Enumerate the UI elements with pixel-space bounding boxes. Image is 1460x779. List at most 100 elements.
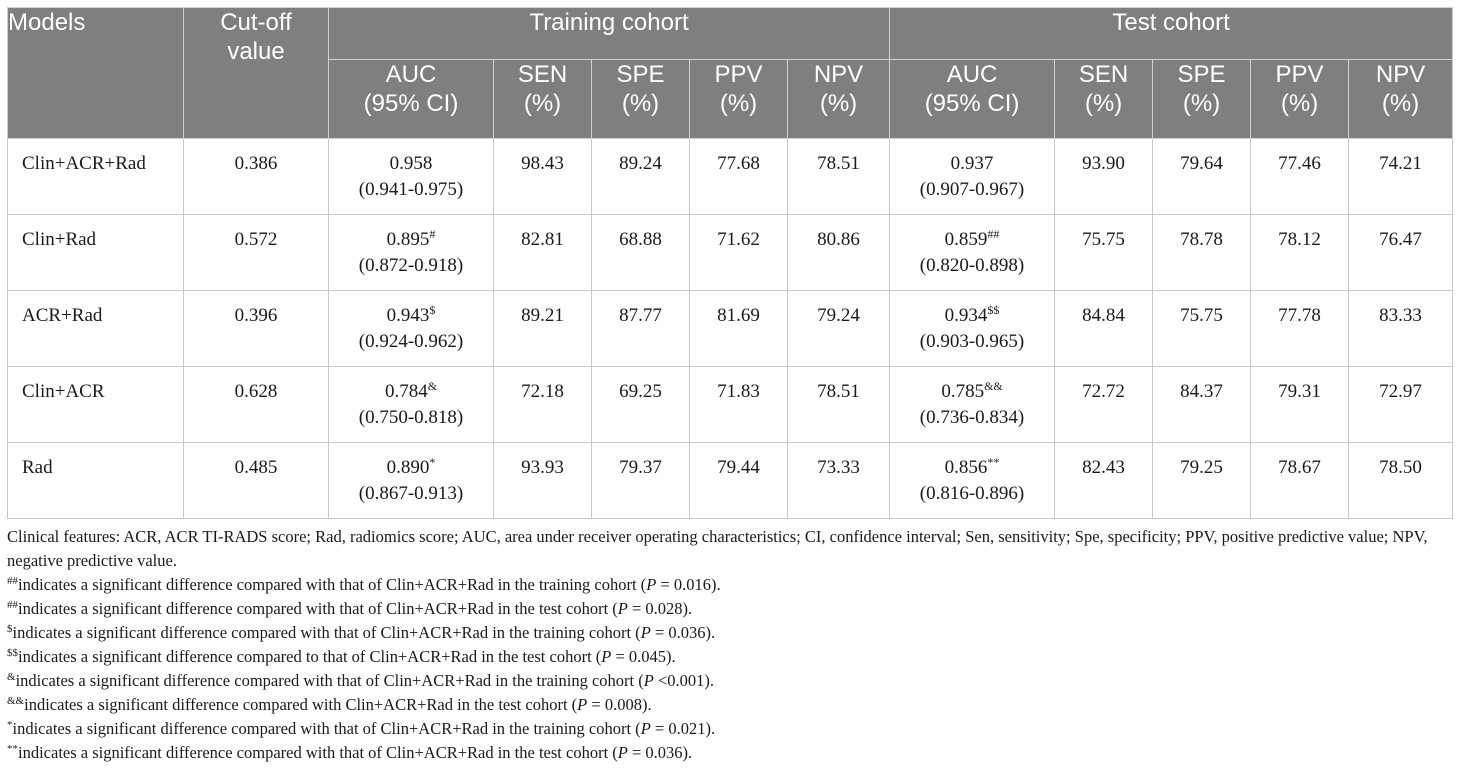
metric-cell: 79.64 [1153,139,1251,215]
pct-label: (%) [1281,90,1318,117]
significance-marker: # [429,227,435,241]
metric-cell: 83.33 [1349,291,1453,367]
metric-cell: 78.51 [788,367,890,443]
pct-label: (%) [720,90,757,117]
footnote-symbol: & [7,671,16,683]
header-train-spe: SPE (%) [592,60,690,139]
header-training-cohort: Training cohort [329,8,890,60]
footnote-text: indicates a significant difference compa… [13,623,641,642]
metric-cell: 68.88 [592,215,690,291]
table-row: Clin+ACR+Rad 0.386 0.958 (0.941-0.975) 98.43… [8,139,1453,215]
table-row: ACR+Rad 0.396 0.943$ (0.924-0.962) 89.21 87.7… [8,291,1453,367]
auc-ci-value: (0.736-0.834) [920,407,1024,428]
p-value-symbol: P [618,599,628,618]
p-value-text: = 0.028). [628,599,692,618]
metric-cell: 71.83 [690,367,788,443]
tr-auc-cell: 0.943$ (0.924-0.962) [329,291,494,367]
tr-auc-cell: 0.784& (0.750-0.818) [329,367,494,443]
header-train-auc: AUC (95% CI) [329,60,494,139]
model-name-cell: Clin+ACR+Rad [8,139,184,215]
p-value-text: = 0.008). [587,695,651,714]
auc-ci-value: (0.820-0.898) [920,255,1024,276]
metric-cell: 81.69 [690,291,788,367]
significance-marker: * [429,455,435,469]
auc-ci-value: (0.903-0.965) [920,331,1024,352]
significance-marker: & [428,379,437,393]
footnote-text: indicates a significant difference compa… [18,599,618,618]
header-test-npv: NPV (%) [1349,60,1453,139]
metric-cell: 98.43 [494,139,592,215]
tr-auc-cell: 0.895# (0.872-0.918) [329,215,494,291]
pct-label: (%) [820,90,857,117]
metric-cell: 89.21 [494,291,592,367]
metric-cell: 74.21 [1349,139,1453,215]
tr-auc-cell: 0.890* (0.867-0.913) [329,443,494,519]
pct-label: (%) [1085,90,1122,117]
header-test-cohort: Test cohort [890,8,1453,60]
te-auc-cell: 0.859## (0.820-0.898) [890,215,1055,291]
spe-label: SPE [1178,61,1226,88]
pct-label: (%) [1382,90,1419,117]
header-cutoff: Cut-off value [184,8,329,139]
spe-label: SPE [616,61,664,88]
header-test-auc: AUC (95% CI) [890,60,1055,139]
footnote: ##indicates a significant difference com… [7,597,1455,621]
metric-cell: 71.62 [690,215,788,291]
metric-cell: 78.51 [788,139,890,215]
table-row: Rad 0.485 0.890* (0.867-0.913) 93.93 79.37 79.… [8,443,1453,519]
header-models: Models [8,8,184,139]
footnote-text: indicates a significant difference compa… [18,575,646,594]
auc-ci-value: (0.816-0.896) [920,483,1024,504]
auc-value: 0.958 [390,153,433,174]
significance-marker: $ [429,303,435,317]
sen-label: SEN [1079,61,1128,88]
metric-cell: 82.81 [494,215,592,291]
auc-label: AUC [386,61,437,88]
p-value-text: = 0.036). [628,743,692,762]
cutoff-cell: 0.386 [184,139,329,215]
p-value-symbol: P [646,575,656,594]
model-name-cell: Clin+Rad [8,215,184,291]
footnote-text: indicates a significant difference compa… [16,671,644,690]
header-train-ppv: PPV (%) [690,60,788,139]
metric-cell: 79.24 [788,291,890,367]
auc-value: 0.937 [951,153,994,174]
auc-value: 0.890 [387,457,430,478]
header-train-sen: SEN (%) [494,60,592,139]
significance-marker: ** [987,455,999,469]
header-row-1: Models Cut-off value Training cohort Test… [8,8,1453,60]
ppv-label: PPV [714,61,762,88]
ci-label: (95% CI) [925,90,1020,117]
sen-label: SEN [518,61,567,88]
table-notes: Clinical features: ACR, ACR TI-RADS scor… [7,525,1455,765]
cutoff-cell: 0.572 [184,215,329,291]
metric-cell: 77.46 [1251,139,1349,215]
results-table: Models Cut-off value Training cohort Test… [7,7,1453,519]
npv-label: NPV [1376,61,1425,88]
metric-cell: 78.78 [1153,215,1251,291]
footnote-symbol: ## [7,575,18,587]
footnote-text: indicates a significant difference compa… [13,719,641,738]
auc-value: 0.943 [387,305,430,326]
p-value-symbol: P [644,671,654,690]
metric-cell: 79.25 [1153,443,1251,519]
metric-cell: 78.12 [1251,215,1349,291]
metric-cell: 75.75 [1055,215,1153,291]
metric-cell: 84.84 [1055,291,1153,367]
metric-cell: 89.24 [592,139,690,215]
auc-ci-value: (0.924-0.962) [359,331,463,352]
metric-cell: 72.72 [1055,367,1153,443]
metric-cell: 84.37 [1153,367,1251,443]
p-value-text: = 0.016). [656,575,720,594]
footnote-symbol: && [7,695,24,707]
footnote-text: indicates a significant difference compa… [18,743,618,762]
footnote: $indicates a significant difference comp… [7,621,1455,645]
footnote: &indicates a significant difference comp… [7,669,1455,693]
metric-cell: 72.18 [494,367,592,443]
p-value-symbol: P [641,719,651,738]
auc-ci-value: (0.907-0.967) [920,179,1024,200]
auc-ci-value: (0.941-0.975) [359,179,463,200]
p-value-symbol: P [601,647,611,666]
metric-cell: 93.93 [494,443,592,519]
metric-cell: 80.86 [788,215,890,291]
